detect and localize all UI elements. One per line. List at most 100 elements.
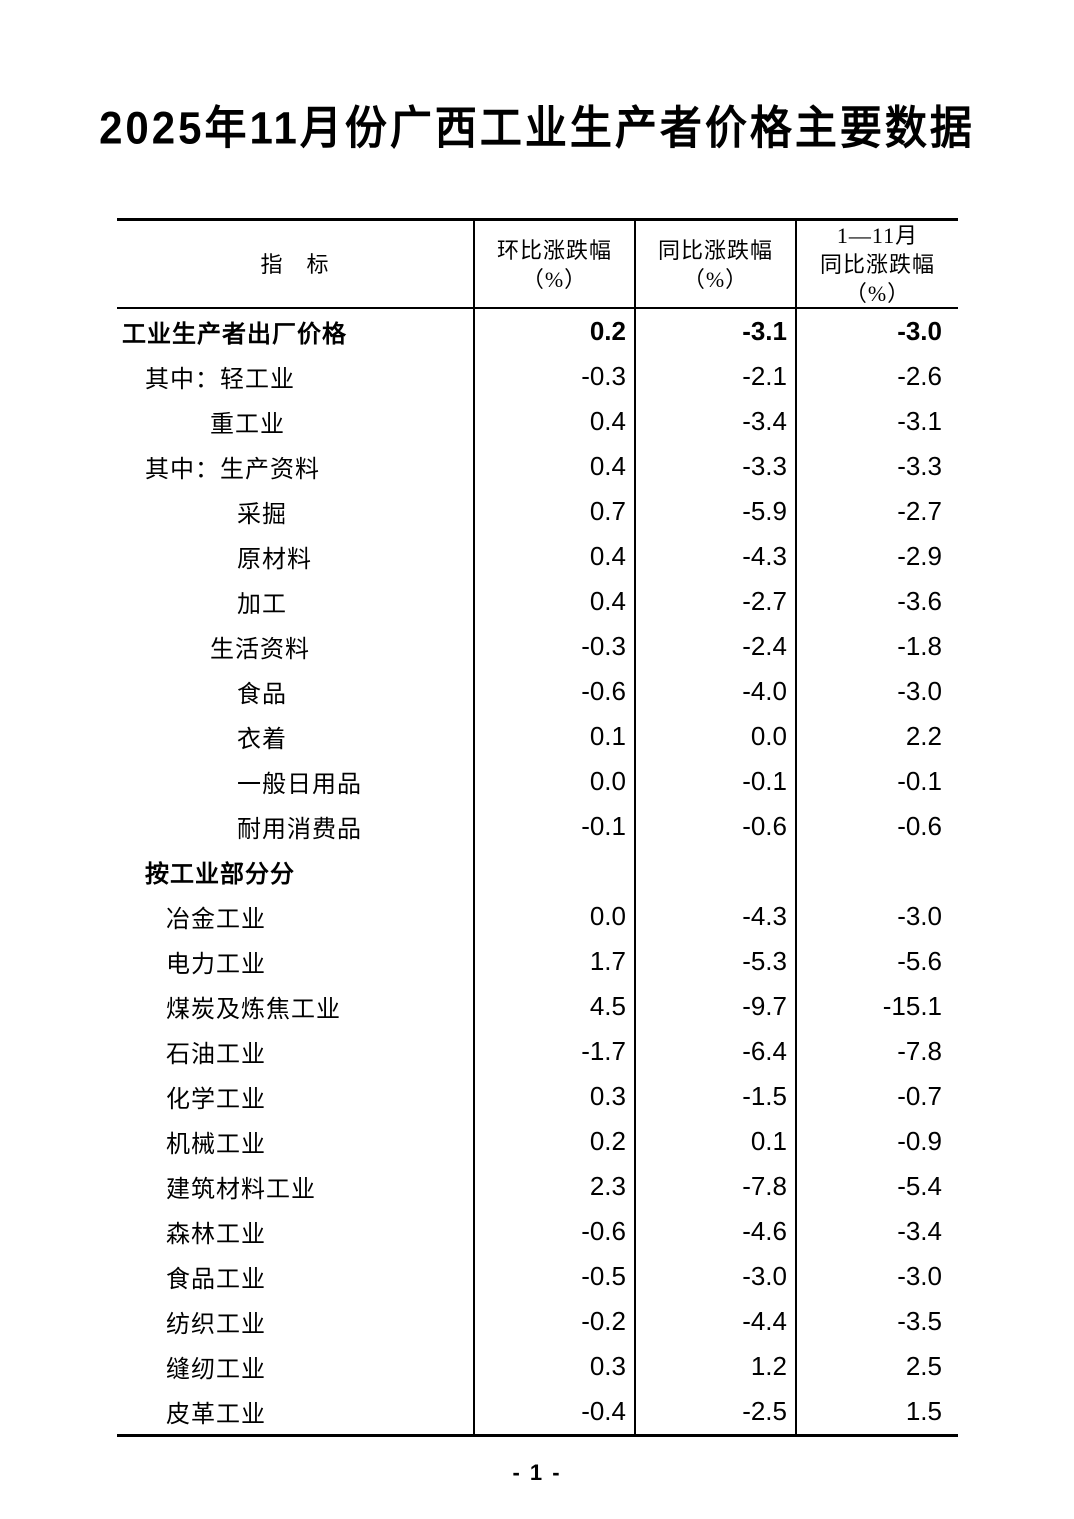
row-cumulative-value: -7.8 [795,1029,958,1074]
row-cumulative-value: -5.4 [795,1164,958,1209]
row-indicator-label: 重工业 [210,412,285,438]
header-yoy-unit: （%） [682,266,749,292]
row-cumulative-value: -5.6 [795,939,958,984]
row-indicator-label: 加工 [237,592,287,618]
row-yoy-value: -4.6 [634,1209,795,1254]
row-yoy-value: -0.1 [634,759,795,804]
table-row: 电力工业 1.7 -5.3 -5.6 [117,939,958,984]
table-row: 食品工业 -0.5 -3.0 -3.0 [117,1254,958,1299]
row-yoy-value: -5.9 [634,489,795,534]
table-row: 煤炭及炼焦工业 4.5 -9.7 -15.1 [117,984,958,1029]
row-mom-value: 0.2 [473,1119,634,1164]
row-cumulative-value: -0.7 [795,1074,958,1119]
row-cumulative-value: -3.0 [795,669,958,714]
row-indicator-label: 原材料 [237,547,312,573]
table-row: 按工业部分分 [117,849,958,894]
header-cumulative-unit: （%） [844,281,911,306]
row-indicator-label: 皮革工业 [166,1402,266,1428]
row-cumulative-value: -3.6 [795,579,958,624]
row-yoy-value: -0.6 [634,804,795,849]
row-cumulative-value: -0.1 [795,759,958,804]
table-row: 一般日用品 0.0 -0.1 -0.1 [117,759,958,804]
header-cumulative-period: 1—11月 [836,223,919,248]
row-cumulative-value: -3.1 [795,399,958,444]
row-mom-value: 0.4 [473,534,634,579]
header-yoy-label: 同比涨跌幅 [657,237,773,263]
row-yoy-value: -3.3 [634,444,795,489]
row-indicator-label: 其中：生产资料 [145,457,320,483]
row-yoy-value: -4.0 [634,669,795,714]
row-indicator-label: 其中：轻工业 [145,367,295,393]
table-row: 机械工业 0.2 0.1 -0.9 [117,1119,958,1164]
row-cumulative-value: -0.6 [795,804,958,849]
table-row: 重工业 0.4 -3.4 -3.1 [117,399,958,444]
row-cumulative-value: -15.1 [795,984,958,1029]
row-yoy-value: -3.0 [634,1254,795,1299]
row-yoy-value: 1.2 [634,1344,795,1389]
page-number: - 1 - [512,1460,562,1485]
table-row: 采掘 0.7 -5.9 -2.7 [117,489,958,534]
row-indicator-label: 缝纫工业 [166,1357,266,1383]
row-indicator-label: 建筑材料工业 [166,1177,316,1203]
row-cumulative-value: 1.5 [795,1389,958,1434]
page-title: 2025年11月份广西工业生产者价格主要数据 [99,102,975,154]
header-indicator-label: 指 标 [260,252,330,277]
row-indicator-label: 一般日用品 [237,772,362,798]
row-cumulative-value: -3.0 [795,894,958,939]
table-row: 冶金工业 0.0 -4.3 -3.0 [117,894,958,939]
row-mom-value: -0.6 [473,669,634,714]
row-mom-value: 0.4 [473,444,634,489]
table-row: 耐用消费品 -0.1 -0.6 -0.6 [117,804,958,849]
table-body: 工业生产者出厂价格 0.2 -3.1 -3.0 其中：轻工业 -0.3 -2.1… [117,309,958,1434]
row-mom-value: 0.7 [473,489,634,534]
row-cumulative-value [795,849,958,894]
row-mom-value: -0.2 [473,1299,634,1344]
row-yoy-value: -3.1 [634,309,795,354]
row-cumulative-value: -3.3 [795,444,958,489]
row-indicator-label: 食品 [237,682,287,708]
row-cumulative-value: -2.7 [795,489,958,534]
row-cumulative-value: 2.5 [795,1344,958,1389]
row-mom-value: 4.5 [473,984,634,1029]
row-indicator-label: 森林工业 [166,1222,266,1248]
table-row: 纺织工业 -0.2 -4.4 -3.5 [117,1299,958,1344]
row-mom-value [473,849,634,894]
row-indicator-label: 化学工业 [166,1087,266,1113]
row-yoy-value: -2.4 [634,624,795,669]
row-yoy-value: -5.3 [634,939,795,984]
row-cumulative-value: -3.5 [795,1299,958,1344]
table-header-row: 指 标 环比涨跌幅 （%） 同比涨跌幅 （%） 1—11月 同比涨跌幅 （%） [117,221,958,309]
data-table: 指 标 环比涨跌幅 （%） 同比涨跌幅 （%） 1—11月 同比涨跌幅 （%） … [117,218,958,1437]
row-mom-value: -1.7 [473,1029,634,1074]
row-yoy-value: -9.7 [634,984,795,1029]
row-cumulative-value: -3.0 [795,309,958,354]
row-yoy-value: -6.4 [634,1029,795,1074]
table-row: 加工 0.4 -2.7 -3.6 [117,579,958,624]
row-cumulative-value: -2.6 [795,354,958,399]
row-mom-value: -0.3 [473,354,634,399]
row-indicator-label: 采掘 [237,502,287,528]
row-mom-value: -0.5 [473,1254,634,1299]
table-row: 其中：轻工业 -0.3 -2.1 -2.6 [117,354,958,399]
row-mom-value: 0.3 [473,1344,634,1389]
row-yoy-value: -4.3 [634,894,795,939]
row-yoy-value [634,849,795,894]
table-row: 原材料 0.4 -4.3 -2.9 [117,534,958,579]
row-cumulative-value: -1.8 [795,624,958,669]
row-indicator-label: 纺织工业 [166,1312,266,1338]
header-mom: 环比涨跌幅 （%） [473,221,634,308]
table-row: 皮革工业 -0.4 -2.5 1.5 [117,1389,958,1434]
row-mom-value: 0.4 [473,579,634,624]
row-cumulative-value: 2.2 [795,714,958,759]
row-indicator-label: 生活资料 [210,637,310,663]
row-indicator-label: 石油工业 [166,1042,266,1068]
row-indicator-label: 耐用消费品 [237,817,362,843]
table-row: 化学工业 0.3 -1.5 -0.7 [117,1074,958,1119]
row-yoy-value: -3.4 [634,399,795,444]
table-row: 石油工业 -1.7 -6.4 -7.8 [117,1029,958,1074]
header-indicator: 指 标 [117,221,473,308]
row-cumulative-value: -3.0 [795,1254,958,1299]
row-mom-value: -0.6 [473,1209,634,1254]
row-yoy-value: -2.1 [634,354,795,399]
